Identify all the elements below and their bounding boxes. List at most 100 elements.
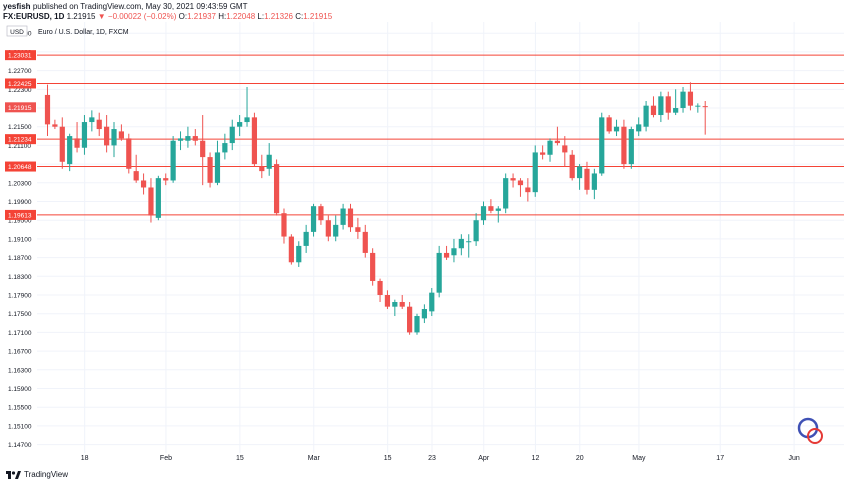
candle-body-up [81, 122, 88, 148]
y-tick-label: 1.22300 [8, 87, 32, 94]
y-tick-label: 1.17500 [8, 311, 32, 318]
candle-body-down [443, 252, 450, 258]
candle-body-down [59, 126, 65, 162]
y-tick-label: 1.16700 [8, 349, 32, 356]
candle-body-up [680, 91, 686, 109]
candle-body-down [621, 126, 627, 165]
level-price-badge [5, 161, 36, 172]
x-tick-label: Jun [788, 455, 799, 462]
candle-body-down [104, 126, 110, 146]
candle-body-down [118, 131, 124, 139]
tradingview-brand: TradingView [24, 470, 69, 479]
candle-body-up [480, 206, 487, 221]
x-tick-label: 12 [532, 455, 540, 462]
candle-body-down [362, 231, 368, 253]
candle-body-down [74, 138, 80, 148]
y-tick-label: 1.17900 [8, 292, 32, 299]
candle-body-up [333, 224, 339, 237]
candle-body-up [111, 129, 117, 146]
candle-body-down [133, 171, 139, 181]
price-chart[interactable]: 1.235001.231001.227001.223001.219001.215… [0, 0, 844, 466]
published-text: published on TradingView.com, May 30, 20… [32, 2, 248, 11]
candle-body-up [613, 126, 620, 132]
x-tick-label: 15 [236, 455, 244, 462]
publisher-line: yesfish published on TradingView.com, Ma… [3, 2, 247, 11]
high-label: H: [218, 12, 227, 21]
y-tick-label: 1.19100 [8, 236, 32, 243]
candle-body-down [569, 154, 575, 179]
ohlc-line: FX:EURUSD, 1D 1.21915 ▼ −0.00022 (−0.02%… [3, 12, 332, 21]
candle-body-up [89, 117, 95, 123]
grid [37, 22, 844, 453]
candle-body-up [658, 96, 664, 116]
level-price-badge [5, 209, 36, 220]
candle-body-down [200, 140, 206, 158]
candle-body-down [318, 206, 324, 221]
candle-body-up [599, 117, 605, 174]
x-tick-label: 17 [716, 455, 724, 462]
level-price-label: 1.20648 [8, 164, 32, 171]
currency-badge: USD [6, 25, 28, 37]
candle-body-up [244, 117, 250, 123]
candle-body-down [259, 166, 265, 172]
candle-body-up [643, 105, 649, 127]
y-tick-label: 1.19900 [8, 199, 32, 206]
candle-body-down [488, 206, 494, 211]
candle-body-up [67, 136, 73, 165]
candle-body-up [628, 129, 634, 165]
candle-body-down [251, 117, 258, 165]
close-value: 1.21915 [303, 12, 333, 21]
candle-body-up [436, 252, 442, 293]
candle-body-down [384, 294, 391, 307]
candle-body-up [392, 302, 398, 307]
x-tick-label: Mar [308, 455, 321, 462]
candle-body-up [185, 136, 191, 141]
candle-body-down [148, 187, 154, 216]
candle-body-up [547, 140, 553, 155]
candle-body-down [407, 306, 413, 333]
candles [44, 82, 708, 335]
candle-body-down [687, 91, 694, 106]
candle-body-down [288, 236, 294, 263]
last-price-label: 1.21915 [8, 105, 32, 112]
candle-body-up [695, 105, 701, 107]
tradingview-logo-icon [6, 471, 21, 479]
candle-body-up [636, 124, 642, 132]
level-price-label: 1.21234 [8, 137, 32, 144]
candle-body-up [451, 248, 457, 256]
y-tick-label: 1.20300 [8, 180, 32, 187]
candle-body-down [517, 180, 524, 186]
candle-body-down [207, 157, 213, 183]
candle-body-down [370, 252, 376, 281]
candle-body-up [229, 126, 235, 144]
candle-body-down [562, 145, 568, 153]
candle-body-up [473, 220, 479, 242]
footer: TradingView [0, 466, 844, 484]
candle-body-up [296, 245, 302, 263]
candle-body-up [177, 138, 184, 141]
candle-body-up [576, 166, 583, 179]
y-tick-label: 1.18700 [8, 255, 32, 262]
candle-body-up [214, 152, 221, 183]
candle-body-up [429, 292, 435, 312]
candle-body-down [665, 96, 671, 113]
price-axis[interactable]: 1.235001.231001.227001.223001.219001.215… [5, 31, 36, 449]
open-value: 1.21937 [187, 12, 216, 21]
low-value: 1.21326 [264, 12, 293, 21]
candle-body-up [591, 173, 597, 190]
candle-body-up [222, 143, 228, 153]
x-tick-label: 20 [576, 455, 584, 462]
candle-body-down [510, 178, 516, 181]
candle-body-up [532, 152, 538, 193]
candle-body-up [310, 206, 317, 232]
candle-body-down [52, 124, 58, 127]
candle-body-down [355, 227, 361, 232]
publisher-name: yesfish [3, 2, 31, 11]
open-label: O: [178, 12, 188, 21]
x-tick-label: Apr [478, 455, 490, 462]
watermark-logo [797, 417, 823, 444]
candle-body-up [503, 178, 509, 209]
y-tick-label: 1.16300 [8, 367, 32, 374]
candle-body-down [399, 302, 405, 307]
time-axis[interactable]: 18 Feb 15 Mar 15 23 Apr 12 20 May 17 Jun [81, 455, 800, 462]
